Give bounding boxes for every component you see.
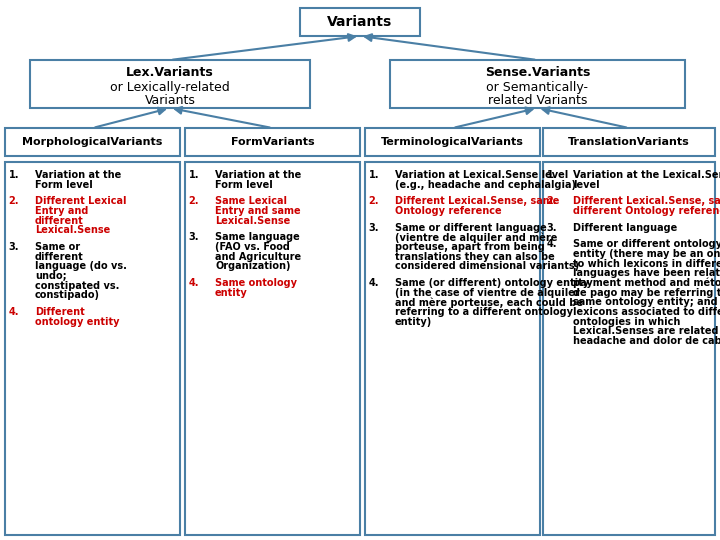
Text: Same language: Same language <box>215 232 300 242</box>
Bar <box>185 128 360 156</box>
Text: Same Lexical: Same Lexical <box>215 197 287 206</box>
Text: Organization): Organization) <box>215 261 290 271</box>
Text: translations they can also be: translations they can also be <box>395 252 554 261</box>
Text: Different: Different <box>35 307 85 317</box>
Text: 2.: 2. <box>189 197 199 206</box>
Text: considered dimensional variants): considered dimensional variants) <box>395 261 579 271</box>
Bar <box>185 162 360 535</box>
Text: Ontology reference: Ontology reference <box>395 206 502 216</box>
Text: 3.: 3. <box>9 242 19 252</box>
Text: related Variants: related Variants <box>488 93 588 106</box>
Text: (e.g., headache and cephalalgia): (e.g., headache and cephalalgia) <box>395 180 576 190</box>
Bar <box>365 128 540 156</box>
Text: (vientre de alquiler and mère: (vientre de alquiler and mère <box>395 232 557 243</box>
Bar <box>5 128 180 156</box>
Text: Same or: Same or <box>35 242 80 252</box>
Text: Same ontology: Same ontology <box>215 278 297 288</box>
Text: constipado): constipado) <box>35 291 100 300</box>
Text: 1.: 1. <box>189 170 199 180</box>
Text: 2.: 2. <box>9 197 19 206</box>
Text: 3.: 3. <box>546 222 557 233</box>
Text: 4.: 4. <box>9 307 19 317</box>
Bar <box>543 162 715 535</box>
Text: to which lexicons in different: to which lexicons in different <box>573 259 720 268</box>
Text: MorphologicalVariants: MorphologicalVariants <box>22 137 163 147</box>
Text: ontologies in which: ontologies in which <box>573 316 680 327</box>
Text: or Lexically-related: or Lexically-related <box>110 80 230 93</box>
Text: level: level <box>573 180 600 190</box>
Text: (FAO vs. Food: (FAO vs. Food <box>215 242 290 252</box>
Text: 4.: 4. <box>369 278 379 288</box>
Text: Variants: Variants <box>328 15 392 29</box>
Bar <box>390 60 685 108</box>
Text: Lexical.Senses are related: Lexical.Senses are related <box>573 326 719 336</box>
Text: TranslationVariants: TranslationVariants <box>568 137 690 147</box>
Text: headache and dolor de cabeza: headache and dolor de cabeza <box>573 336 720 346</box>
Text: Entry and: Entry and <box>35 206 89 216</box>
Text: Lex.Variants: Lex.Variants <box>126 66 214 79</box>
Text: 1.: 1. <box>9 170 19 180</box>
Text: 2.: 2. <box>546 197 557 206</box>
Text: Same or different ontology: Same or different ontology <box>573 239 720 249</box>
Text: Form level: Form level <box>215 180 273 190</box>
Text: Same (or different) ontology entity: Same (or different) ontology entity <box>395 278 589 288</box>
Text: and Agriculture: and Agriculture <box>215 252 301 261</box>
Text: entity): entity) <box>395 316 432 327</box>
Text: Form level: Form level <box>35 180 93 190</box>
Text: Different Lexical: Different Lexical <box>35 197 127 206</box>
Text: 2.: 2. <box>369 197 379 206</box>
Text: language (do vs.: language (do vs. <box>35 261 127 271</box>
Text: Different Lexical.Sense, same or: Different Lexical.Sense, same or <box>573 197 720 206</box>
Text: Variation at the: Variation at the <box>35 170 121 180</box>
Text: and mère porteuse, each could be: and mère porteuse, each could be <box>395 297 583 308</box>
Bar <box>543 128 715 156</box>
Text: Different language: Different language <box>573 222 678 233</box>
Text: payment method and método: payment method and método <box>573 278 720 288</box>
Text: (in the case of vientre de alquiler: (in the case of vientre de alquiler <box>395 288 580 298</box>
Text: different Ontology reference: different Ontology reference <box>573 206 720 216</box>
Text: languages have been related, so: languages have been related, so <box>573 268 720 278</box>
Text: Same or different language: Same or different language <box>395 222 546 233</box>
Text: Variation at the: Variation at the <box>215 170 301 180</box>
Text: referring to a different ontology: referring to a different ontology <box>395 307 573 317</box>
Text: Variation at Lexical.Sense level: Variation at Lexical.Sense level <box>395 170 568 180</box>
Text: different: different <box>35 215 84 226</box>
Text: 4.: 4. <box>189 278 199 288</box>
Bar <box>300 8 420 36</box>
Text: different: different <box>35 252 84 261</box>
Text: ontology entity: ontology entity <box>35 316 120 327</box>
Text: porteuse, apart from being: porteuse, apart from being <box>395 242 545 252</box>
Text: de pago may be referring to the: de pago may be referring to the <box>573 288 720 298</box>
Text: TerminologicalVariants: TerminologicalVariants <box>381 137 524 147</box>
Bar <box>5 162 180 535</box>
Text: Lexical.Sense: Lexical.Sense <box>215 215 290 226</box>
Text: Different Lexical.Sense, same: Different Lexical.Sense, same <box>395 197 559 206</box>
Bar <box>30 60 310 108</box>
Text: entity: entity <box>215 288 248 298</box>
Text: Variation at the Lexical.Sense: Variation at the Lexical.Sense <box>573 170 720 180</box>
Text: Lexical.Sense: Lexical.Sense <box>35 225 110 235</box>
Text: same ontology entity; and: same ontology entity; and <box>573 297 718 307</box>
Text: lexicons associated to different: lexicons associated to different <box>573 307 720 317</box>
Text: 1.: 1. <box>546 170 557 180</box>
Text: or Semantically-: or Semantically- <box>487 80 588 93</box>
Text: FormVariants: FormVariants <box>230 137 315 147</box>
Text: Entry and same: Entry and same <box>215 206 301 216</box>
Text: entity (there may be an ontology: entity (there may be an ontology <box>573 249 720 259</box>
Text: undo;: undo; <box>35 271 67 281</box>
Text: 3.: 3. <box>189 232 199 242</box>
Bar <box>365 162 540 535</box>
Text: 4.: 4. <box>546 239 557 249</box>
Text: Sense.Variants: Sense.Variants <box>485 66 590 79</box>
Text: 3.: 3. <box>369 222 379 233</box>
Text: Variants: Variants <box>145 93 195 106</box>
Text: 1.: 1. <box>369 170 379 180</box>
Text: constipated vs.: constipated vs. <box>35 281 120 291</box>
